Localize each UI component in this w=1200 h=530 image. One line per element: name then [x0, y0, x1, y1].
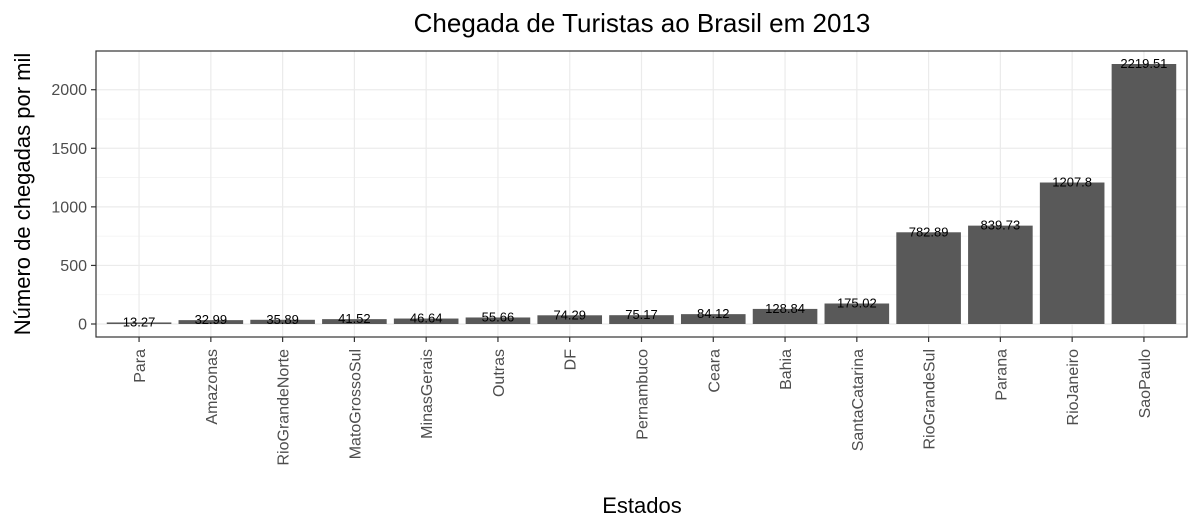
bar-MatoGrossoSul — [322, 319, 387, 324]
data-labels: 13.27 32.99 35.89 41.52 46.64 55.66 74.29 75.17… — [123, 56, 1168, 329]
data-label: 41.52 — [338, 311, 371, 326]
x-tick-label: MinasGerais — [419, 349, 436, 439]
x-tick-label: MatoGrossoSul — [347, 349, 364, 459]
y-tick-label: 0 — [78, 316, 87, 333]
bars — [106, 64, 1177, 324]
x-tick-label: Outras — [491, 349, 508, 397]
x-tick-label: Ceara — [706, 349, 723, 393]
x-tick-label: SantaCatarina — [850, 349, 867, 451]
bar-MinasGerais — [393, 318, 459, 324]
bar-RioGrandeSul — [896, 232, 961, 324]
chart-title: Chegada de Turistas ao Brasil em 2013 — [414, 8, 871, 38]
y-axis: 0 500 1000 1500 2000 — [51, 82, 96, 333]
bar-Ceara — [680, 314, 746, 324]
x-axis: Para Amazonas RioGrandeNorte MatoGrossoSul M… — [132, 337, 1154, 466]
y-tick-label: 500 — [60, 258, 87, 275]
x-tick-label: Amazonas — [204, 349, 221, 425]
data-label: 35.89 — [266, 312, 299, 327]
bar-Outras — [465, 317, 531, 324]
data-label: 839.73 — [980, 218, 1020, 233]
bar-Parana — [968, 225, 1033, 324]
data-label: 75.17 — [625, 307, 658, 322]
data-label: 46.64 — [410, 311, 443, 326]
bar-SantaCatarina — [824, 303, 890, 324]
y-axis-title: Número de chegadas por mil — [10, 53, 35, 335]
bar-Amazonas — [178, 320, 244, 324]
bar-RioGrandeNorte — [250, 319, 315, 324]
data-label: 13.27 — [123, 314, 156, 329]
x-axis-title: Estados — [602, 493, 682, 518]
data-label: 74.29 — [553, 307, 586, 322]
x-tick-label: Pernambuco — [635, 349, 652, 440]
x-tick-label: RioGrandeSul — [922, 349, 939, 450]
data-label: 1207.8 — [1052, 175, 1092, 190]
data-label: 32.99 — [195, 312, 228, 327]
data-label: 84.12 — [697, 306, 730, 321]
y-tick-label: 2000 — [51, 82, 87, 99]
y-tick-label: 1000 — [51, 199, 87, 216]
x-tick-label: Para — [132, 349, 149, 383]
data-label: 2219.51 — [1120, 56, 1167, 71]
bar-SaoPaulo — [1111, 64, 1177, 324]
data-label: 128.84 — [765, 301, 805, 316]
y-tick-label: 1500 — [51, 141, 87, 158]
bar-Pernambuco — [609, 315, 674, 324]
x-tick-label: RioGrandeNorte — [276, 349, 293, 466]
x-tick-label: Bahia — [778, 349, 795, 390]
x-tick-label: DF — [563, 349, 580, 371]
x-tick-label: SaoPaulo — [1137, 349, 1154, 418]
data-label: 782.89 — [909, 224, 949, 239]
bar-RioJaneiro — [1039, 182, 1105, 324]
bar-Bahia — [752, 308, 818, 324]
x-tick-label: Parana — [993, 349, 1010, 401]
bar-DF — [537, 315, 603, 324]
bar-Para — [106, 322, 172, 324]
data-label: 55.66 — [482, 309, 515, 324]
x-tick-label: RioJaneiro — [1065, 349, 1082, 426]
data-label: 175.02 — [837, 295, 877, 310]
